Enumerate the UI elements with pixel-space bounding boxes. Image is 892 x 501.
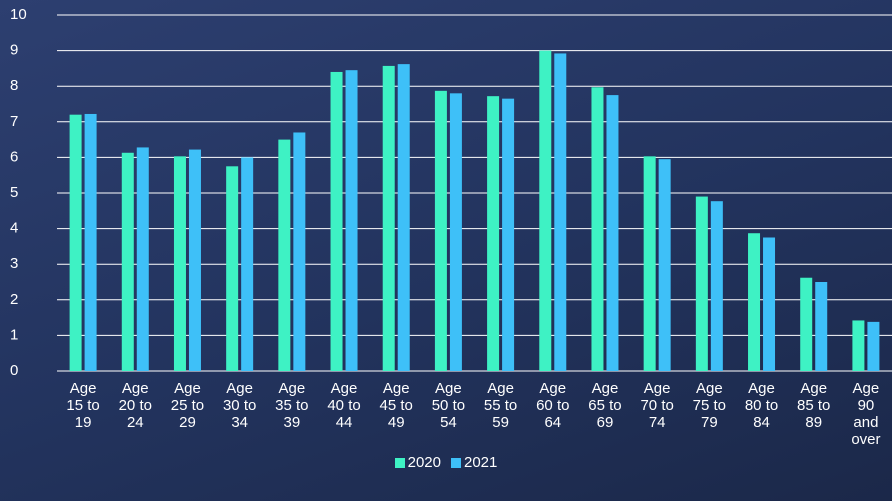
x-tick-label: Age 40 to 44 bbox=[327, 380, 361, 431]
x-tick-label: Age 90 and over bbox=[851, 380, 881, 448]
bar bbox=[487, 96, 500, 371]
bar bbox=[69, 114, 82, 372]
y-tick-label: 0 bbox=[10, 362, 18, 379]
bar bbox=[763, 237, 776, 371]
x-tick-label: Age 85 to 89 bbox=[797, 380, 831, 431]
bar bbox=[554, 53, 567, 371]
legend-label: 2020 bbox=[407, 454, 441, 471]
bar bbox=[710, 201, 723, 371]
bar bbox=[643, 156, 656, 371]
bar bbox=[695, 196, 708, 371]
bar bbox=[226, 166, 239, 371]
legend-swatch bbox=[451, 457, 461, 468]
y-tick-label: 5 bbox=[10, 184, 18, 201]
bar bbox=[449, 93, 462, 371]
y-tick-label: 9 bbox=[10, 42, 18, 59]
x-tick-label: Age 30 to 34 bbox=[222, 380, 257, 431]
x-tick-label: Age 45 to 49 bbox=[379, 380, 413, 431]
x-tick-label: Age 15 to 19 bbox=[66, 380, 100, 431]
legend-item: 2021 bbox=[451, 454, 497, 471]
x-tick-label: Age 70 to 74 bbox=[640, 380, 674, 431]
bar bbox=[345, 70, 358, 372]
bar bbox=[278, 139, 291, 371]
x-tick-label: Age 65 to 69 bbox=[588, 380, 622, 431]
y-tick-label: 2 bbox=[10, 291, 18, 308]
x-tick-label: Age 80 to 84 bbox=[744, 380, 779, 431]
bar bbox=[330, 71, 343, 372]
bar bbox=[658, 159, 671, 371]
bar bbox=[502, 98, 515, 371]
y-tick-label: 4 bbox=[10, 220, 18, 237]
legend-item: 2020 bbox=[394, 454, 441, 471]
x-tick-label: Age 55 to 59 bbox=[483, 380, 518, 431]
bar bbox=[241, 157, 254, 371]
legend: 2020 2021 bbox=[0, 454, 892, 471]
bar bbox=[397, 64, 410, 372]
y-tick-label: 10 bbox=[10, 6, 27, 23]
bar bbox=[800, 277, 813, 371]
bar bbox=[434, 90, 447, 371]
y-tick-label: 6 bbox=[10, 148, 18, 165]
legend-swatch bbox=[394, 457, 405, 468]
x-tick-label: Age 20 to 24 bbox=[118, 380, 152, 431]
bar bbox=[852, 320, 865, 371]
y-tick-label: 1 bbox=[10, 326, 18, 343]
bar bbox=[382, 65, 395, 372]
bar bbox=[606, 95, 619, 371]
x-tick-label: Age 25 to 29 bbox=[170, 380, 205, 431]
x-tick-label: Age 35 to 39 bbox=[275, 380, 309, 431]
legend-label: 2021 bbox=[464, 454, 498, 471]
x-tick-label: Age 60 to 64 bbox=[536, 380, 570, 431]
bar bbox=[136, 147, 149, 371]
y-tick-label: 8 bbox=[10, 77, 18, 94]
bar bbox=[173, 156, 186, 371]
bar bbox=[867, 321, 880, 371]
bar bbox=[539, 50, 552, 371]
bar bbox=[121, 152, 134, 371]
bar bbox=[591, 87, 604, 371]
bar bbox=[748, 233, 761, 371]
x-tick-label: Age 75 to 79 bbox=[692, 380, 727, 431]
bar bbox=[84, 113, 97, 371]
bar bbox=[188, 149, 201, 371]
bar bbox=[815, 282, 828, 371]
bar bbox=[293, 132, 306, 371]
x-tick-label: Age 50 to 54 bbox=[431, 380, 466, 431]
y-tick-label: 7 bbox=[10, 113, 18, 130]
y-tick-label: 3 bbox=[10, 255, 18, 272]
